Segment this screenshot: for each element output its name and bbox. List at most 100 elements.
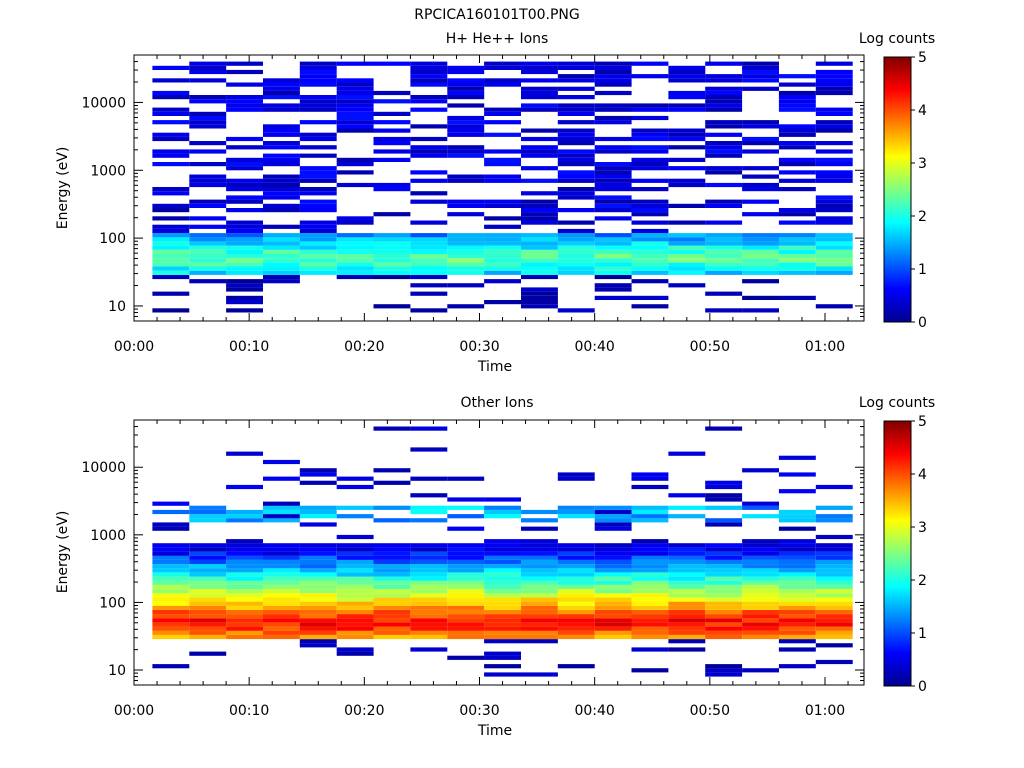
heatmap-cell: [594, 618, 632, 623]
heatmap-cell: [226, 195, 263, 200]
heatmap-cell: [226, 103, 263, 108]
heatmap-cell: [447, 86, 485, 91]
heatmap-cell: [668, 266, 706, 271]
heatmap-cell: [226, 136, 263, 142]
heatmap-cell: [410, 564, 448, 569]
heatmap-cell: [815, 82, 853, 87]
heatmap-cell: [521, 262, 558, 267]
heatmap-cell: [815, 584, 853, 590]
heatmap-cell: [299, 199, 337, 204]
heatmap-cell: [484, 132, 521, 137]
colorbar-tick-label: 0: [918, 679, 927, 695]
heatmap-cell: [557, 103, 595, 108]
heatmap-cell: [336, 484, 374, 490]
heatmap-cell: [410, 107, 448, 112]
colorbar-tick-label: 3: [918, 156, 927, 172]
heatmap-cell: [373, 618, 411, 623]
heatmap-cell: [742, 124, 779, 129]
heatmap-cell: [447, 237, 485, 242]
plot-title: Other Ions: [460, 395, 533, 411]
heatmap-cell: [631, 136, 669, 142]
heatmap-cell: [263, 509, 300, 515]
heatmap-cell: [815, 270, 853, 275]
heatmap-cell: [263, 187, 300, 192]
heatmap-cell: [447, 630, 485, 635]
heatmap-cell: [447, 82, 485, 87]
heatmap-cell: [557, 601, 595, 606]
heatmap-cell: [631, 258, 669, 263]
heatmap-cell: [189, 254, 227, 259]
heatmap-cell: [557, 208, 595, 213]
heatmap-cell: [263, 162, 300, 167]
heatmap-cell: [631, 233, 669, 238]
heatmap-cell: [594, 187, 632, 192]
heatmap-cell: [299, 593, 337, 598]
heatmap-cell: [631, 576, 669, 581]
heatmap-cell: [410, 605, 448, 610]
heatmap-cell: [742, 69, 779, 75]
heatmap-cell: [521, 270, 558, 275]
y-axis-label: Energy (eV): [55, 511, 71, 594]
heatmap-cell: [521, 153, 558, 158]
heatmap-cell: [705, 518, 743, 523]
heatmap-cell: [594, 614, 632, 619]
heatmap-cell: [484, 249, 521, 254]
heatmap-cell: [815, 601, 853, 606]
heatmap-cell: [815, 572, 853, 577]
heatmap-cell: [484, 622, 521, 627]
heatmap-cell: [484, 655, 521, 660]
heatmap-cell: [152, 228, 190, 234]
heatmap-cell: [410, 518, 448, 523]
heatmap-cell: [226, 279, 263, 284]
heatmap-cell: [521, 145, 558, 150]
heatmap-cell: [557, 614, 595, 619]
heatmap-cell: [152, 191, 190, 196]
heatmap-cell: [594, 170, 632, 175]
heatmap-cell: [447, 115, 485, 121]
heatmap-cell: [742, 589, 779, 594]
heatmap-cell: [815, 178, 853, 183]
heatmap-cell: [705, 220, 743, 225]
heatmap-cell: [373, 99, 411, 104]
heatmap-cell: [373, 551, 411, 556]
heatmap-cell: [557, 551, 595, 556]
heatmap-cell: [263, 258, 300, 263]
heatmap-cell: [521, 589, 558, 594]
heatmap-cell: [189, 266, 227, 271]
heatmap-cell: [189, 580, 227, 585]
heatmap-cell: [705, 262, 743, 267]
heatmap-cell: [410, 153, 448, 158]
heatmap-cell: [594, 270, 632, 275]
heatmap-cell: [373, 233, 411, 238]
heatmap-cell: [521, 191, 558, 196]
heatmap-cell: [226, 568, 263, 573]
heatmap-cell: [631, 166, 669, 171]
heatmap-cell: [778, 593, 816, 598]
heatmap-cell: [189, 237, 227, 242]
heatmap-cell: [226, 187, 263, 192]
heatmap-cell: [447, 90, 485, 96]
heatmap-cell: [410, 543, 448, 548]
heatmap-cell: [336, 274, 374, 280]
heatmap-cell: [778, 543, 816, 548]
heatmap-cell: [152, 568, 190, 573]
heatmap-cell: [299, 509, 337, 515]
heatmap-cell: [742, 262, 779, 267]
heatmap-cell: [815, 141, 853, 146]
heatmap-cell: [778, 514, 816, 519]
heatmap-cell: [484, 609, 521, 615]
heatmap-cell: [668, 95, 706, 100]
heatmap-cell: [189, 593, 227, 598]
heatmap-cell: [668, 258, 706, 263]
heatmap-cell: [631, 668, 669, 673]
heatmap-cell: [263, 597, 300, 602]
heatmap-cell: [447, 568, 485, 573]
heatmap-cell: [594, 69, 632, 75]
heatmap-cell: [631, 505, 669, 510]
heatmap-cell: [705, 551, 743, 556]
heatmap-cell: [226, 543, 263, 548]
heatmap-cell: [631, 157, 669, 162]
heatmap-cell: [815, 630, 853, 635]
heatmap-cell: [742, 564, 779, 569]
heatmap-cell: [263, 245, 300, 250]
